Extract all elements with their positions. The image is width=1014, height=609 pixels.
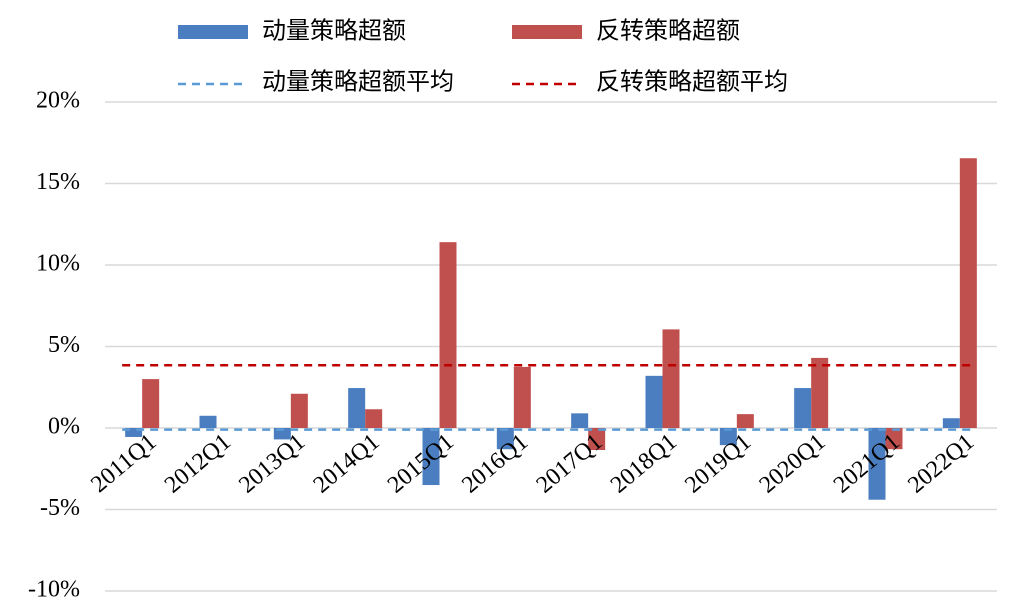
bar — [199, 415, 217, 428]
bar — [365, 409, 383, 428]
y-tick-label: 5% — [48, 332, 80, 358]
x-tick-label: 2017Q1 — [532, 429, 608, 499]
bar — [422, 428, 440, 486]
x-tick-label: 2021Q1 — [829, 429, 905, 499]
y-tick-label: 0% — [48, 414, 80, 440]
bar — [942, 418, 960, 428]
bar — [588, 428, 606, 451]
legend-swatch — [178, 25, 248, 39]
y-tick-label: -5% — [40, 495, 80, 521]
bar — [142, 379, 160, 428]
y-tick-label: -10% — [28, 577, 80, 603]
bar — [273, 428, 291, 440]
bar — [496, 428, 514, 450]
bar — [439, 242, 457, 428]
x-tick-label: 2020Q1 — [755, 429, 831, 499]
bar — [736, 414, 754, 428]
bar — [125, 428, 143, 437]
legend-swatch — [512, 25, 582, 39]
y-tick-label: 15% — [36, 169, 80, 195]
bar — [571, 413, 589, 428]
y-tick-label: 10% — [36, 251, 80, 277]
x-tick-label: 2012Q1 — [160, 429, 236, 499]
bar — [348, 388, 366, 428]
x-tick-label: 2016Q1 — [457, 429, 533, 499]
legend-label: 反转策略超额 — [596, 18, 740, 45]
bar — [513, 366, 531, 428]
bar — [794, 388, 812, 428]
x-tick-label: 2019Q1 — [680, 429, 756, 499]
legend-label: 反转策略超额平均 — [596, 69, 788, 96]
x-tick-label: 2011Q1 — [86, 429, 161, 498]
bar — [959, 158, 977, 429]
x-tick-label: 2014Q1 — [309, 429, 385, 499]
y-tick-label: 20% — [36, 88, 80, 114]
bar — [662, 329, 680, 428]
bar — [868, 428, 886, 500]
legend-label: 动量策略超额 — [262, 18, 406, 45]
legend-label: 动量策略超额平均 — [262, 69, 454, 96]
bar — [885, 428, 903, 450]
bar — [290, 393, 308, 428]
bar — [645, 375, 663, 428]
x-tick-label: 2018Q1 — [606, 429, 682, 499]
bar — [811, 357, 829, 428]
bar — [719, 428, 737, 446]
x-tick-label: 2015Q1 — [383, 429, 459, 499]
x-tick-label: 2013Q1 — [234, 429, 310, 499]
x-tick-label: 2022Q1 — [903, 429, 979, 499]
